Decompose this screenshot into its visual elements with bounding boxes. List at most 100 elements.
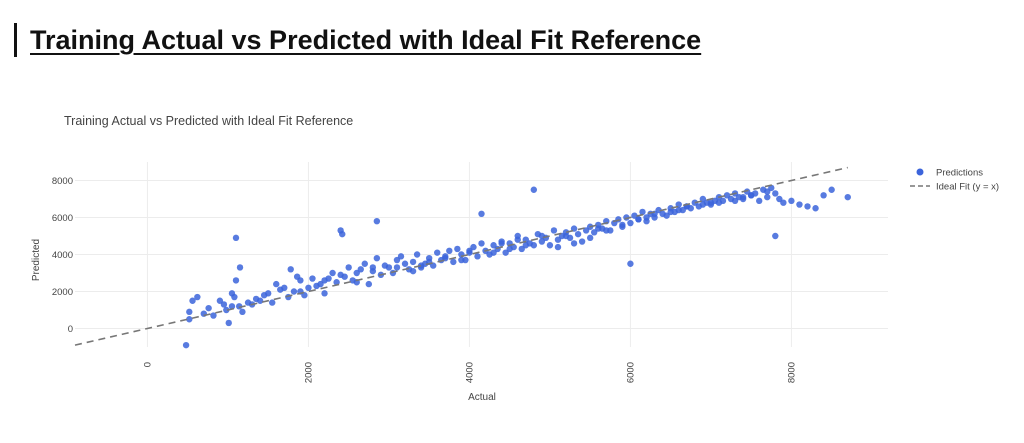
data-point <box>287 266 294 273</box>
y-tick-label: 6000 <box>52 213 73 224</box>
data-point <box>820 192 827 199</box>
data-point <box>365 280 373 288</box>
data-point <box>731 197 739 205</box>
data-point <box>413 251 421 258</box>
data-point <box>345 264 352 271</box>
data-point <box>210 312 217 319</box>
data-point <box>450 258 457 266</box>
grid <box>75 162 888 347</box>
legend-marker-predictions <box>916 168 924 176</box>
legend[interactable]: Predictions Ideal Fit (y = x) <box>910 168 999 193</box>
data-point <box>772 190 779 197</box>
data-point <box>812 205 819 212</box>
data-point <box>498 240 505 247</box>
data-point <box>478 240 485 247</box>
data-point <box>764 188 771 195</box>
data-point <box>828 186 835 193</box>
y-tick-label: 4000 <box>52 250 73 261</box>
data-point <box>772 232 779 240</box>
data-point <box>490 242 497 249</box>
chart-title: Training Actual vs Predicted with Ideal … <box>64 114 353 128</box>
data-point <box>409 267 417 275</box>
data-point <box>776 195 783 203</box>
data-point <box>385 264 393 271</box>
data-point <box>554 243 562 251</box>
y-axis-label: Predicted <box>31 239 42 281</box>
data-point <box>393 264 401 271</box>
x-tick-label: 6000 <box>625 362 636 383</box>
data-point <box>667 208 674 216</box>
data-point <box>739 193 747 201</box>
data-point <box>186 316 193 323</box>
points-layer <box>182 184 851 349</box>
data-point <box>393 256 401 264</box>
data-point <box>361 260 368 267</box>
legend-label-predictions[interactable]: Predictions <box>936 168 983 179</box>
data-point <box>225 319 232 327</box>
data-point <box>550 227 558 234</box>
data-point <box>297 277 304 284</box>
x-tick-label: 2000 <box>303 362 314 383</box>
data-point <box>353 269 360 277</box>
y-tick-label: 8000 <box>52 176 73 187</box>
y-tick-label: 0 <box>68 324 73 335</box>
x-tick-label: 0 <box>142 362 153 367</box>
tick-labels: 0 2000 4000 6000 8000 0 2000 4000 6000 8000 <box>52 176 798 383</box>
data-point <box>236 303 243 310</box>
data-point <box>182 341 190 349</box>
data-point <box>780 199 787 206</box>
data-point <box>236 264 244 271</box>
data-point <box>305 284 312 291</box>
data-point <box>707 199 715 206</box>
data-point <box>764 193 771 201</box>
data-point <box>691 199 699 206</box>
data-point <box>446 247 453 254</box>
data-point <box>619 221 626 229</box>
data-point <box>631 212 638 219</box>
data-point <box>321 290 328 297</box>
data-point <box>562 232 570 240</box>
data-point <box>663 212 670 219</box>
data-point <box>232 234 240 242</box>
data-point <box>205 304 212 312</box>
data-point <box>309 275 316 282</box>
data-point <box>743 188 751 195</box>
data-point <box>478 210 485 217</box>
data-point <box>844 193 851 201</box>
data-point <box>643 214 650 221</box>
data-point <box>186 308 193 316</box>
data-point <box>290 288 298 295</box>
data-point <box>401 260 409 267</box>
data-point <box>586 234 594 242</box>
data-point <box>635 216 642 223</box>
data-point <box>223 306 230 314</box>
data-point <box>220 301 228 308</box>
data-point <box>518 245 525 253</box>
data-point <box>554 236 562 243</box>
ideal-fit-line <box>74 166 848 346</box>
x-tick-label: 4000 <box>464 362 475 383</box>
y-tick-label: 2000 <box>52 287 73 298</box>
data-point <box>538 232 546 240</box>
data-point <box>490 249 497 256</box>
data-point <box>747 192 755 199</box>
data-point <box>409 258 417 266</box>
legend-label-ideal-fit[interactable]: Ideal Fit (y = x) <box>936 182 999 193</box>
data-point <box>627 219 634 227</box>
data-point <box>357 266 364 273</box>
page-heading: Training Actual vs Predicted with Ideal … <box>14 22 701 58</box>
data-point <box>627 260 634 267</box>
data-point <box>796 201 803 208</box>
data-point <box>574 230 582 238</box>
data-point <box>595 225 602 232</box>
data-point <box>570 240 578 247</box>
data-point <box>546 242 554 249</box>
data-point <box>216 297 224 304</box>
data-point <box>341 273 348 280</box>
data-point <box>655 206 662 214</box>
data-point <box>321 277 328 284</box>
data-point <box>369 264 377 271</box>
heading-accent-bar <box>14 23 17 57</box>
data-point <box>715 199 723 206</box>
